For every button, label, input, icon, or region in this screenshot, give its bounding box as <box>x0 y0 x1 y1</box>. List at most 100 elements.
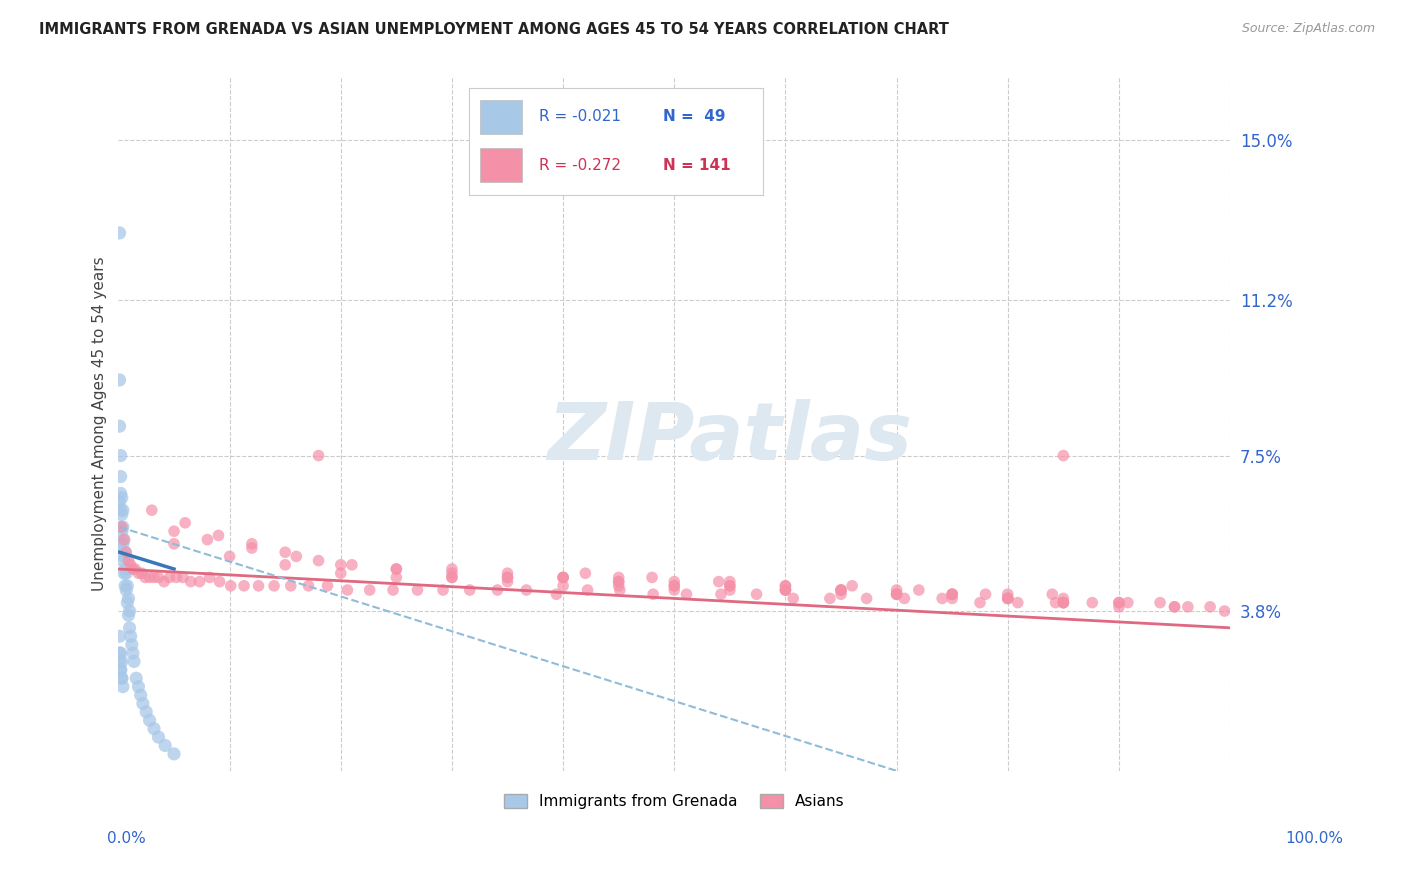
Point <box>886 587 908 601</box>
Point <box>274 545 297 559</box>
Point <box>138 713 160 727</box>
Point <box>148 730 170 744</box>
Legend: Immigrants from Grenada, Asians: Immigrants from Grenada, Asians <box>498 788 851 815</box>
Point <box>111 503 134 517</box>
Point <box>329 566 352 581</box>
Point <box>886 582 908 597</box>
Point <box>496 570 519 584</box>
Point <box>997 587 1019 601</box>
Point <box>432 582 454 597</box>
Point <box>440 570 463 584</box>
Point <box>114 545 136 559</box>
Point <box>574 566 596 581</box>
Point <box>127 680 149 694</box>
Point <box>818 591 841 606</box>
Point <box>108 495 131 509</box>
Point <box>172 570 194 584</box>
Point <box>114 579 136 593</box>
Point <box>1199 599 1222 614</box>
Point <box>208 574 231 589</box>
Point <box>153 574 176 589</box>
Point <box>1040 587 1063 601</box>
Point <box>941 587 963 601</box>
Point <box>997 591 1019 606</box>
Point <box>143 570 166 584</box>
Point <box>775 582 797 597</box>
Point <box>1108 599 1130 614</box>
Point <box>111 520 134 534</box>
Point <box>382 582 405 597</box>
Point <box>297 579 319 593</box>
Point <box>931 591 953 606</box>
Point <box>122 646 145 660</box>
Point <box>115 545 138 559</box>
Point <box>1213 604 1236 618</box>
Point <box>830 582 852 597</box>
Text: ZIPatlas: ZIPatlas <box>547 399 912 477</box>
Point <box>219 579 242 593</box>
Point <box>117 579 139 593</box>
Point <box>775 579 797 593</box>
Point <box>135 705 157 719</box>
Point <box>308 553 330 567</box>
Point <box>114 562 136 576</box>
Point <box>841 579 863 593</box>
Point <box>1052 596 1074 610</box>
Point <box>108 226 131 240</box>
Point <box>607 570 630 584</box>
Point <box>1163 599 1185 614</box>
Point <box>110 663 132 677</box>
Point <box>163 747 186 761</box>
Point <box>117 608 139 623</box>
Point <box>515 582 537 597</box>
Point <box>486 582 509 597</box>
Point <box>112 533 135 547</box>
Point <box>641 570 664 584</box>
Point <box>941 587 963 601</box>
Point <box>247 579 270 593</box>
Point <box>308 449 330 463</box>
Point <box>1177 599 1199 614</box>
Point <box>159 570 181 584</box>
Point <box>316 579 339 593</box>
Point <box>775 579 797 593</box>
Point <box>148 570 170 584</box>
Point <box>122 655 145 669</box>
Point <box>553 570 575 584</box>
Point <box>112 566 135 581</box>
Point <box>118 604 141 618</box>
Point <box>111 671 134 685</box>
Point <box>1007 596 1029 610</box>
Point <box>664 582 686 597</box>
Point <box>707 574 730 589</box>
Point <box>240 537 263 551</box>
Point <box>118 621 141 635</box>
Point <box>218 549 240 564</box>
Point <box>775 582 797 597</box>
Point <box>1052 596 1074 610</box>
Point <box>607 574 630 589</box>
Point <box>607 579 630 593</box>
Point <box>110 663 132 677</box>
Point <box>385 562 408 576</box>
Point <box>385 570 408 584</box>
Point <box>609 582 631 597</box>
Point <box>112 549 135 564</box>
Point <box>941 587 963 601</box>
Point <box>359 582 381 597</box>
Point <box>124 562 146 576</box>
Point <box>385 562 408 576</box>
Y-axis label: Unemployment Among Ages 45 to 54 years: Unemployment Among Ages 45 to 54 years <box>93 257 107 591</box>
Point <box>163 537 186 551</box>
Point <box>120 558 142 572</box>
Point <box>406 582 429 597</box>
Point <box>855 591 877 606</box>
Point <box>675 587 697 601</box>
Point <box>1052 596 1074 610</box>
Point <box>110 503 132 517</box>
Point <box>553 570 575 584</box>
Point <box>263 579 285 593</box>
Point <box>143 722 166 736</box>
Point <box>120 629 142 643</box>
Point <box>111 680 134 694</box>
